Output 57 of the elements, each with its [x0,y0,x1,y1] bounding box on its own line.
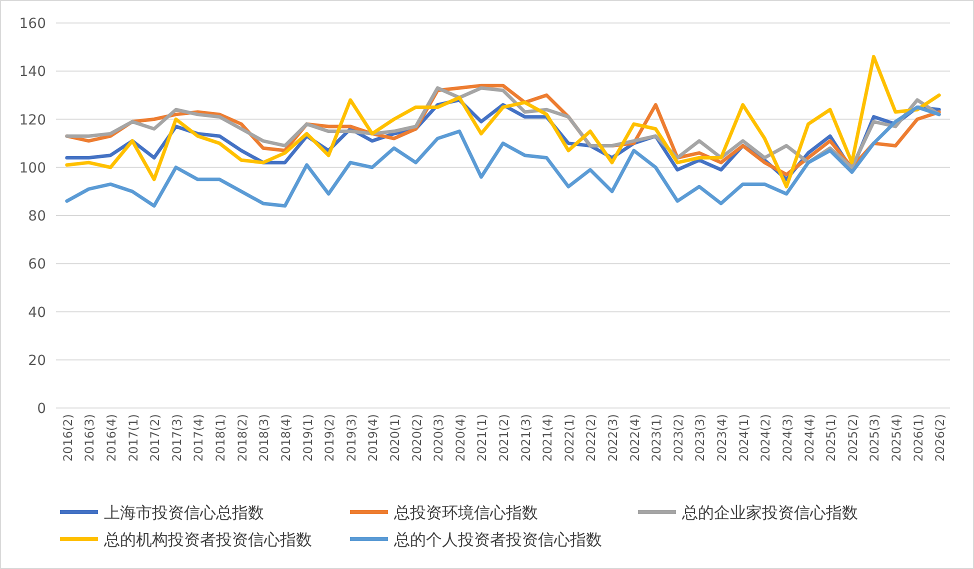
legend-label: 总的个人投资者投资信心指数 [393,530,602,549]
x-tick-label: 2018(3) [257,414,272,462]
y-tick-label: 0 [37,401,46,417]
x-tick-label: 2026(2) [933,414,948,462]
x-tick-label: 2020(1) [388,414,402,462]
x-tick-label: 2019(1) [300,414,315,462]
x-tick-label: 2021(2) [497,414,511,462]
x-tick-label: 2017(2) [148,414,162,462]
x-tick-label: 2024(3) [780,414,794,462]
x-tick-label: 2023(4) [715,414,730,462]
x-tick-label: 2019(3) [344,414,358,462]
x-tick-label: 2024(2) [758,414,773,462]
y-tick-label: 140 [19,64,46,80]
x-tick-label: 2022(4) [628,414,642,462]
x-tick-label: 2023(2) [671,414,686,462]
x-tick-label: 2021(4) [540,414,555,462]
x-tick-label: 2022(3) [606,414,620,462]
x-tick-label: 2016(3) [82,414,97,462]
y-tick-label: 100 [19,160,46,176]
y-tick-label: 160 [19,16,46,32]
x-tick-label: 2021(3) [518,414,533,462]
legend-label: 总的机构投资者投资信心指数 [103,530,312,549]
y-tick-label: 120 [19,112,46,128]
x-tick-label: 2024(1) [736,414,751,462]
y-tick-label: 60 [28,256,46,273]
line-series [65,54,941,188]
x-tick-label: 2020(4) [453,414,468,462]
legend-label: 总投资环境信心指数 [393,503,538,522]
x-tick-label: 2017(1) [126,414,140,462]
x-tick-label: 2025(4) [889,414,904,462]
x-tick-label: 2024(4) [802,414,816,462]
x-tick-label: 2017(3) [170,414,184,462]
y-tick-label: 40 [28,304,46,321]
y-tick-label: 20 [28,352,46,369]
x-tick-label: 2022(1) [562,414,576,462]
x-tick-label: 2026(1) [911,414,926,462]
x-tick-label: 2019(2) [322,414,337,462]
x-tick-label: 2025(3) [868,414,882,462]
x-tick-label: 2021(1) [475,414,490,462]
x-tick-label: 2022(2) [584,414,598,462]
x-tick-label: 2017(4) [192,414,206,462]
x-tick-label: 2023(1) [650,414,664,462]
y-tick-label: 80 [28,208,46,224]
x-tick-label: 2018(1) [214,414,228,462]
x-tick-label: 2018(4) [278,414,293,462]
x-tick-label: 2020(2) [410,414,424,462]
x-tick-label: 2016(2) [60,414,75,462]
x-tick-label: 2020(3) [432,414,446,462]
legend-label: 总的企业家投资信心指数 [681,503,858,522]
x-tick-label: 2023(3) [693,414,708,462]
legend-label: 上海市投资信心总指数 [104,503,264,522]
x-tick-label: 2025(1) [824,414,838,462]
x-tick-label: 2025(2) [846,414,860,462]
x-tick-label: 2016(4) [104,414,119,462]
x-tick-label: 2018(2) [235,414,250,462]
x-tick-label: 2019(4) [366,414,380,462]
line-series [65,105,941,208]
